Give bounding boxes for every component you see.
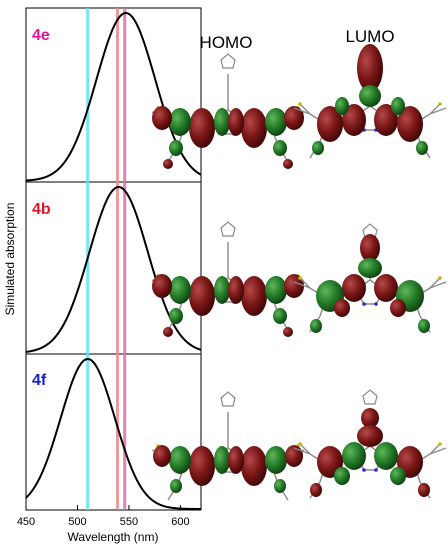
panels-group: 4e 4b 4f [25, 7, 202, 511]
lumo-header: LUMO [345, 27, 394, 46]
x-tick-label-600: 600 [171, 516, 189, 528]
x-axis-title: Wavelength (nm) [68, 530, 159, 544]
panel-label-4f: 4f [32, 372, 47, 389]
homo-orbital-4e [151, 53, 305, 169]
homo-orbital-4b [151, 221, 305, 337]
absorption-curve-4b [25, 185, 202, 353]
homo-header: HOMO [200, 33, 253, 52]
panel-label-4b: 4b [32, 201, 51, 218]
plot-frame-panel-1 [25, 7, 202, 183]
x-axis: 450 500 550 600 Wavelength (nm) [17, 505, 190, 544]
y-axis-title: Simulated absorption [3, 203, 17, 316]
homo-orbital-4f [151, 391, 305, 501]
panel-label-4e: 4e [32, 27, 50, 44]
lumo-orbital-4b [293, 223, 447, 333]
absorption-curve-4f [25, 357, 202, 510]
reference-line-3 [123, 8, 127, 510]
lumo-orbital-4e [293, 44, 447, 159]
x-tick-label-550: 550 [120, 516, 138, 528]
reference-line-2 [116, 8, 119, 510]
x-tick-label-500: 500 [68, 516, 86, 528]
plot-frame-panel-3 [25, 353, 202, 511]
x-tick-label-450: 450 [17, 516, 35, 528]
absorption-curve-4e [25, 11, 202, 182]
lumo-orbital-4f [293, 389, 447, 499]
